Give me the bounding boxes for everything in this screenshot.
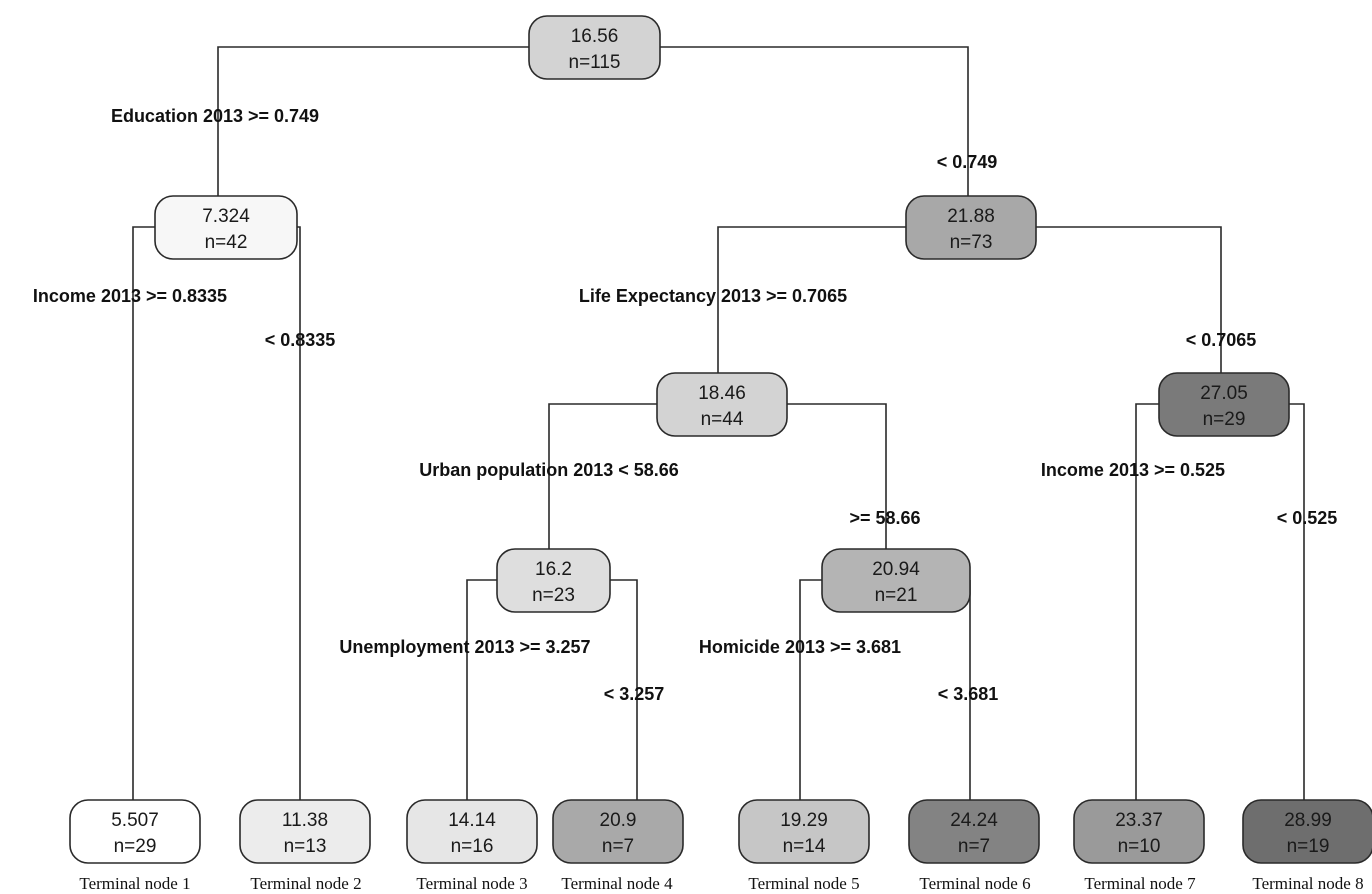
node-count: n=7 xyxy=(602,836,634,857)
node-value: 23.37 xyxy=(1115,810,1163,831)
split-label-n6-right: < 3.681 xyxy=(938,684,999,704)
split-label-n5-left: Unemployment 2013 >= 3.257 xyxy=(339,637,590,657)
node-count: n=29 xyxy=(114,836,157,857)
node-value: 27.05 xyxy=(1200,383,1248,404)
split-label-n4-left: Income 2013 >= 0.525 xyxy=(1041,460,1225,480)
node-box xyxy=(1073,799,1205,864)
edge-n5-t4 xyxy=(610,579,638,800)
node-count: n=23 xyxy=(532,585,575,606)
split-label-n1-left: Income 2013 >= 0.8335 xyxy=(33,286,227,306)
edge-n6-t5 xyxy=(799,579,822,800)
node-box xyxy=(905,195,1037,260)
node-value: 20.9 xyxy=(600,810,637,831)
node-count: n=13 xyxy=(284,836,327,857)
node-count: n=21 xyxy=(875,585,918,606)
edge-n1-t2 xyxy=(297,226,301,800)
node-box xyxy=(154,195,298,260)
node-value: 20.94 xyxy=(872,559,920,580)
split-label-n4-right: < 0.525 xyxy=(1277,508,1338,528)
terminal-node-caption: Terminal node 2 xyxy=(250,874,361,893)
node-count: n=10 xyxy=(1118,836,1161,857)
node-box xyxy=(69,799,201,864)
terminal-node-caption: Terminal node 1 xyxy=(79,874,190,893)
node-value: 11.38 xyxy=(282,810,328,831)
node-count: n=44 xyxy=(701,409,744,430)
split-label-root-right: < 0.749 xyxy=(937,152,998,172)
node-value: 16.56 xyxy=(571,26,619,47)
node-box xyxy=(821,548,971,613)
node-box xyxy=(656,372,788,437)
split-node-n6: 20.94 n=21 xyxy=(821,548,971,613)
node-value: 24.24 xyxy=(950,810,998,831)
terminal-node-5: 19.29 n=14 xyxy=(738,799,870,864)
terminal-node-6: 24.24 n=7 xyxy=(908,799,1040,864)
node-box xyxy=(528,15,661,80)
node-value: 14.14 xyxy=(448,810,496,831)
split-label-root-left: Education 2013 >= 0.749 xyxy=(111,106,319,126)
edge-n4-t8 xyxy=(1289,403,1305,800)
split-node-n2: 21.88 n=73 xyxy=(905,195,1037,260)
edge-n2-n4 xyxy=(1036,226,1222,373)
terminal-node-caption: Terminal node 3 xyxy=(416,874,527,893)
node-count: n=73 xyxy=(950,232,993,253)
split-label-n6-left: Homicide 2013 >= 3.681 xyxy=(699,637,901,657)
terminal-node-2: 11.38 n=13 xyxy=(239,799,371,864)
terminal-node-3: 14.14 n=16 xyxy=(406,799,538,864)
node-box xyxy=(1158,372,1290,437)
node-box xyxy=(406,799,538,864)
node-count: n=16 xyxy=(451,836,494,857)
terminal-node-caption: Terminal node 6 xyxy=(919,874,1030,893)
terminal-node-caption: Terminal node 4 xyxy=(561,874,673,893)
edge-n3-n6 xyxy=(787,403,887,549)
node-box xyxy=(239,799,371,864)
node-count: n=14 xyxy=(783,836,826,857)
split-node-n4: 27.05 n=29 xyxy=(1158,372,1290,437)
split-node-n1: 7.324 n=42 xyxy=(154,195,298,260)
terminal-node-caption: Terminal node 8 xyxy=(1252,874,1363,893)
node-value: 7.324 xyxy=(202,206,250,227)
edge-n4-t7 xyxy=(1135,403,1159,800)
node-value: 21.88 xyxy=(947,206,995,227)
terminal-node-caption: Terminal node 7 xyxy=(1084,874,1196,893)
edge-n2-n3 xyxy=(717,226,906,373)
split-node-n3: 18.46 n=44 xyxy=(656,372,788,437)
node-box xyxy=(552,799,684,864)
split-label-n2-left: Life Expectancy 2013 >= 0.7065 xyxy=(579,286,847,306)
node-box xyxy=(738,799,870,864)
terminal-node-1: 5.507 n=29 xyxy=(69,799,201,864)
split-node-n5: 16.2 n=23 xyxy=(496,548,611,613)
node-value: 19.29 xyxy=(780,810,828,831)
node-value: 28.99 xyxy=(1284,810,1332,831)
split-label-n5-right: < 3.257 xyxy=(604,684,665,704)
edge-n3-n5 xyxy=(548,403,657,549)
terminal-node-8: 28.99 n=19 xyxy=(1242,799,1372,864)
terminal-node-4: 20.9 n=7 xyxy=(552,799,684,864)
node-box xyxy=(908,799,1040,864)
split-label-n3-right: >= 58.66 xyxy=(849,508,920,528)
node-count: n=42 xyxy=(205,232,248,253)
split-label-n3-left: Urban population 2013 < 58.66 xyxy=(419,460,679,480)
split-label-n2-right: < 0.7065 xyxy=(1186,330,1257,350)
edge-n5-t3 xyxy=(466,579,497,800)
node-value: 5.507 xyxy=(111,810,159,831)
node-count: n=19 xyxy=(1287,836,1330,857)
node-value: 16.2 xyxy=(535,559,572,580)
split-label-n1-right: < 0.8335 xyxy=(265,330,336,350)
edge-root-n1 xyxy=(217,46,529,196)
node-box xyxy=(1242,799,1372,864)
edge-root-n2 xyxy=(660,46,969,196)
node-value: 18.46 xyxy=(698,383,746,404)
node-count: n=29 xyxy=(1203,409,1246,430)
edge-n1-t1 xyxy=(132,226,155,800)
terminal-node-caption: Terminal node 5 xyxy=(748,874,859,893)
terminal-node-7: 23.37 n=10 xyxy=(1073,799,1205,864)
node-box xyxy=(496,548,611,613)
split-node-root: 16.56 n=115 xyxy=(528,15,661,80)
node-count: n=7 xyxy=(958,836,990,857)
node-count: n=115 xyxy=(569,52,621,73)
